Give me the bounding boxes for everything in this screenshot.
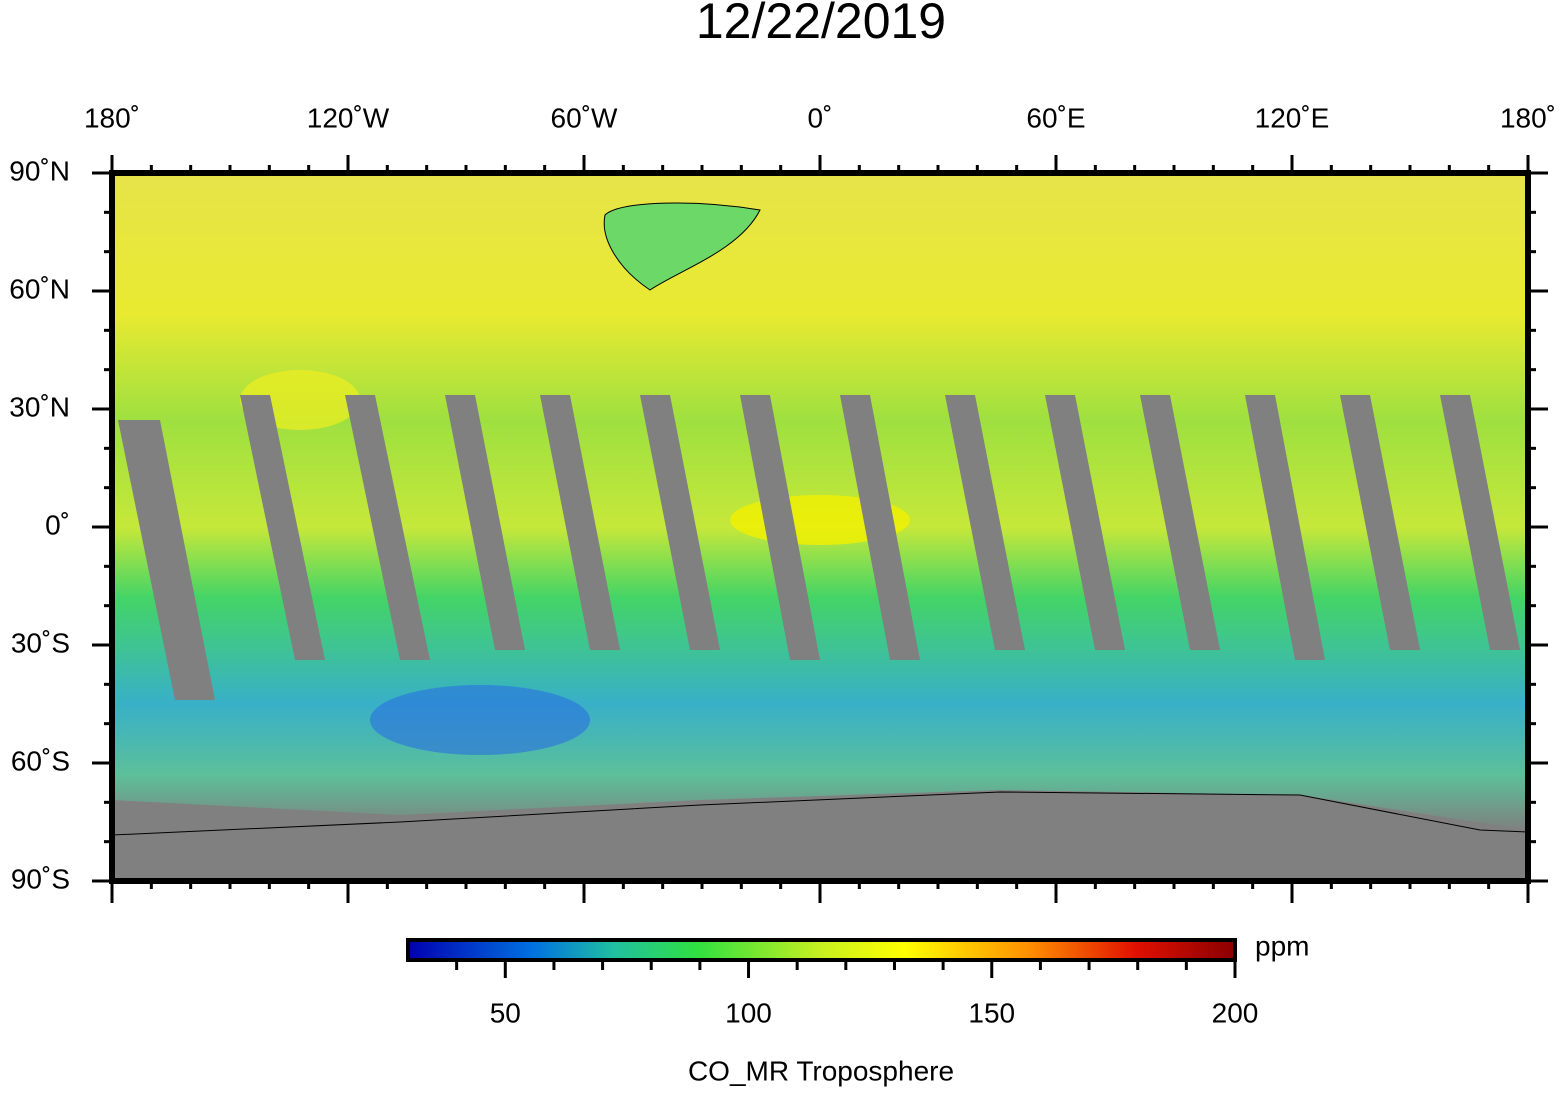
x-tick-label: 120˚W	[307, 102, 390, 133]
title: 12/22/2019	[696, 0, 946, 49]
y-tick-label: 60˚N	[9, 273, 70, 304]
x-tick-label: 180˚	[1500, 102, 1556, 133]
swath	[1140, 395, 1220, 650]
swath	[345, 395, 430, 660]
swath	[1440, 395, 1520, 650]
colorbar-tick-label: 200	[1212, 997, 1259, 1028]
y-tick-label: 30˚N	[9, 391, 70, 422]
coastline	[112, 791, 1528, 836]
y-tick-label: 90˚S	[11, 863, 70, 894]
swath	[1045, 395, 1125, 650]
y-tick-label: 0˚	[45, 509, 70, 540]
swath	[445, 395, 525, 650]
colorbar-tick-label: 150	[968, 997, 1015, 1028]
y-tick-label: 90˚N	[9, 155, 70, 186]
greenland	[603, 202, 761, 291]
map-patch	[370, 685, 590, 755]
x-tick-label: 0˚	[808, 102, 833, 133]
colorbar-unit: ppm	[1255, 930, 1309, 961]
colorbar-tick-label: 100	[725, 997, 772, 1028]
y-tick-label: 60˚S	[11, 745, 70, 776]
swath	[118, 420, 215, 700]
x-tick-label: 60˚W	[551, 102, 618, 133]
swath	[840, 395, 920, 660]
y-tick-label: 30˚S	[11, 627, 70, 658]
swath	[540, 395, 620, 650]
map-field	[112, 173, 1528, 881]
swath	[1340, 395, 1420, 650]
swath	[1245, 395, 1325, 660]
antarctica	[112, 790, 1528, 881]
colorbar-label: CO_MR Troposphere	[688, 1055, 954, 1086]
colorbar	[406, 938, 1237, 962]
colorbar-tick-label: 50	[490, 997, 521, 1028]
x-tick-label: 120˚E	[1255, 102, 1330, 133]
x-tick-label: 180˚	[84, 102, 140, 133]
swath	[640, 395, 720, 650]
swath	[945, 395, 1025, 650]
swath	[740, 395, 820, 660]
swath	[240, 395, 325, 660]
x-tick-label: 60˚E	[1026, 102, 1085, 133]
